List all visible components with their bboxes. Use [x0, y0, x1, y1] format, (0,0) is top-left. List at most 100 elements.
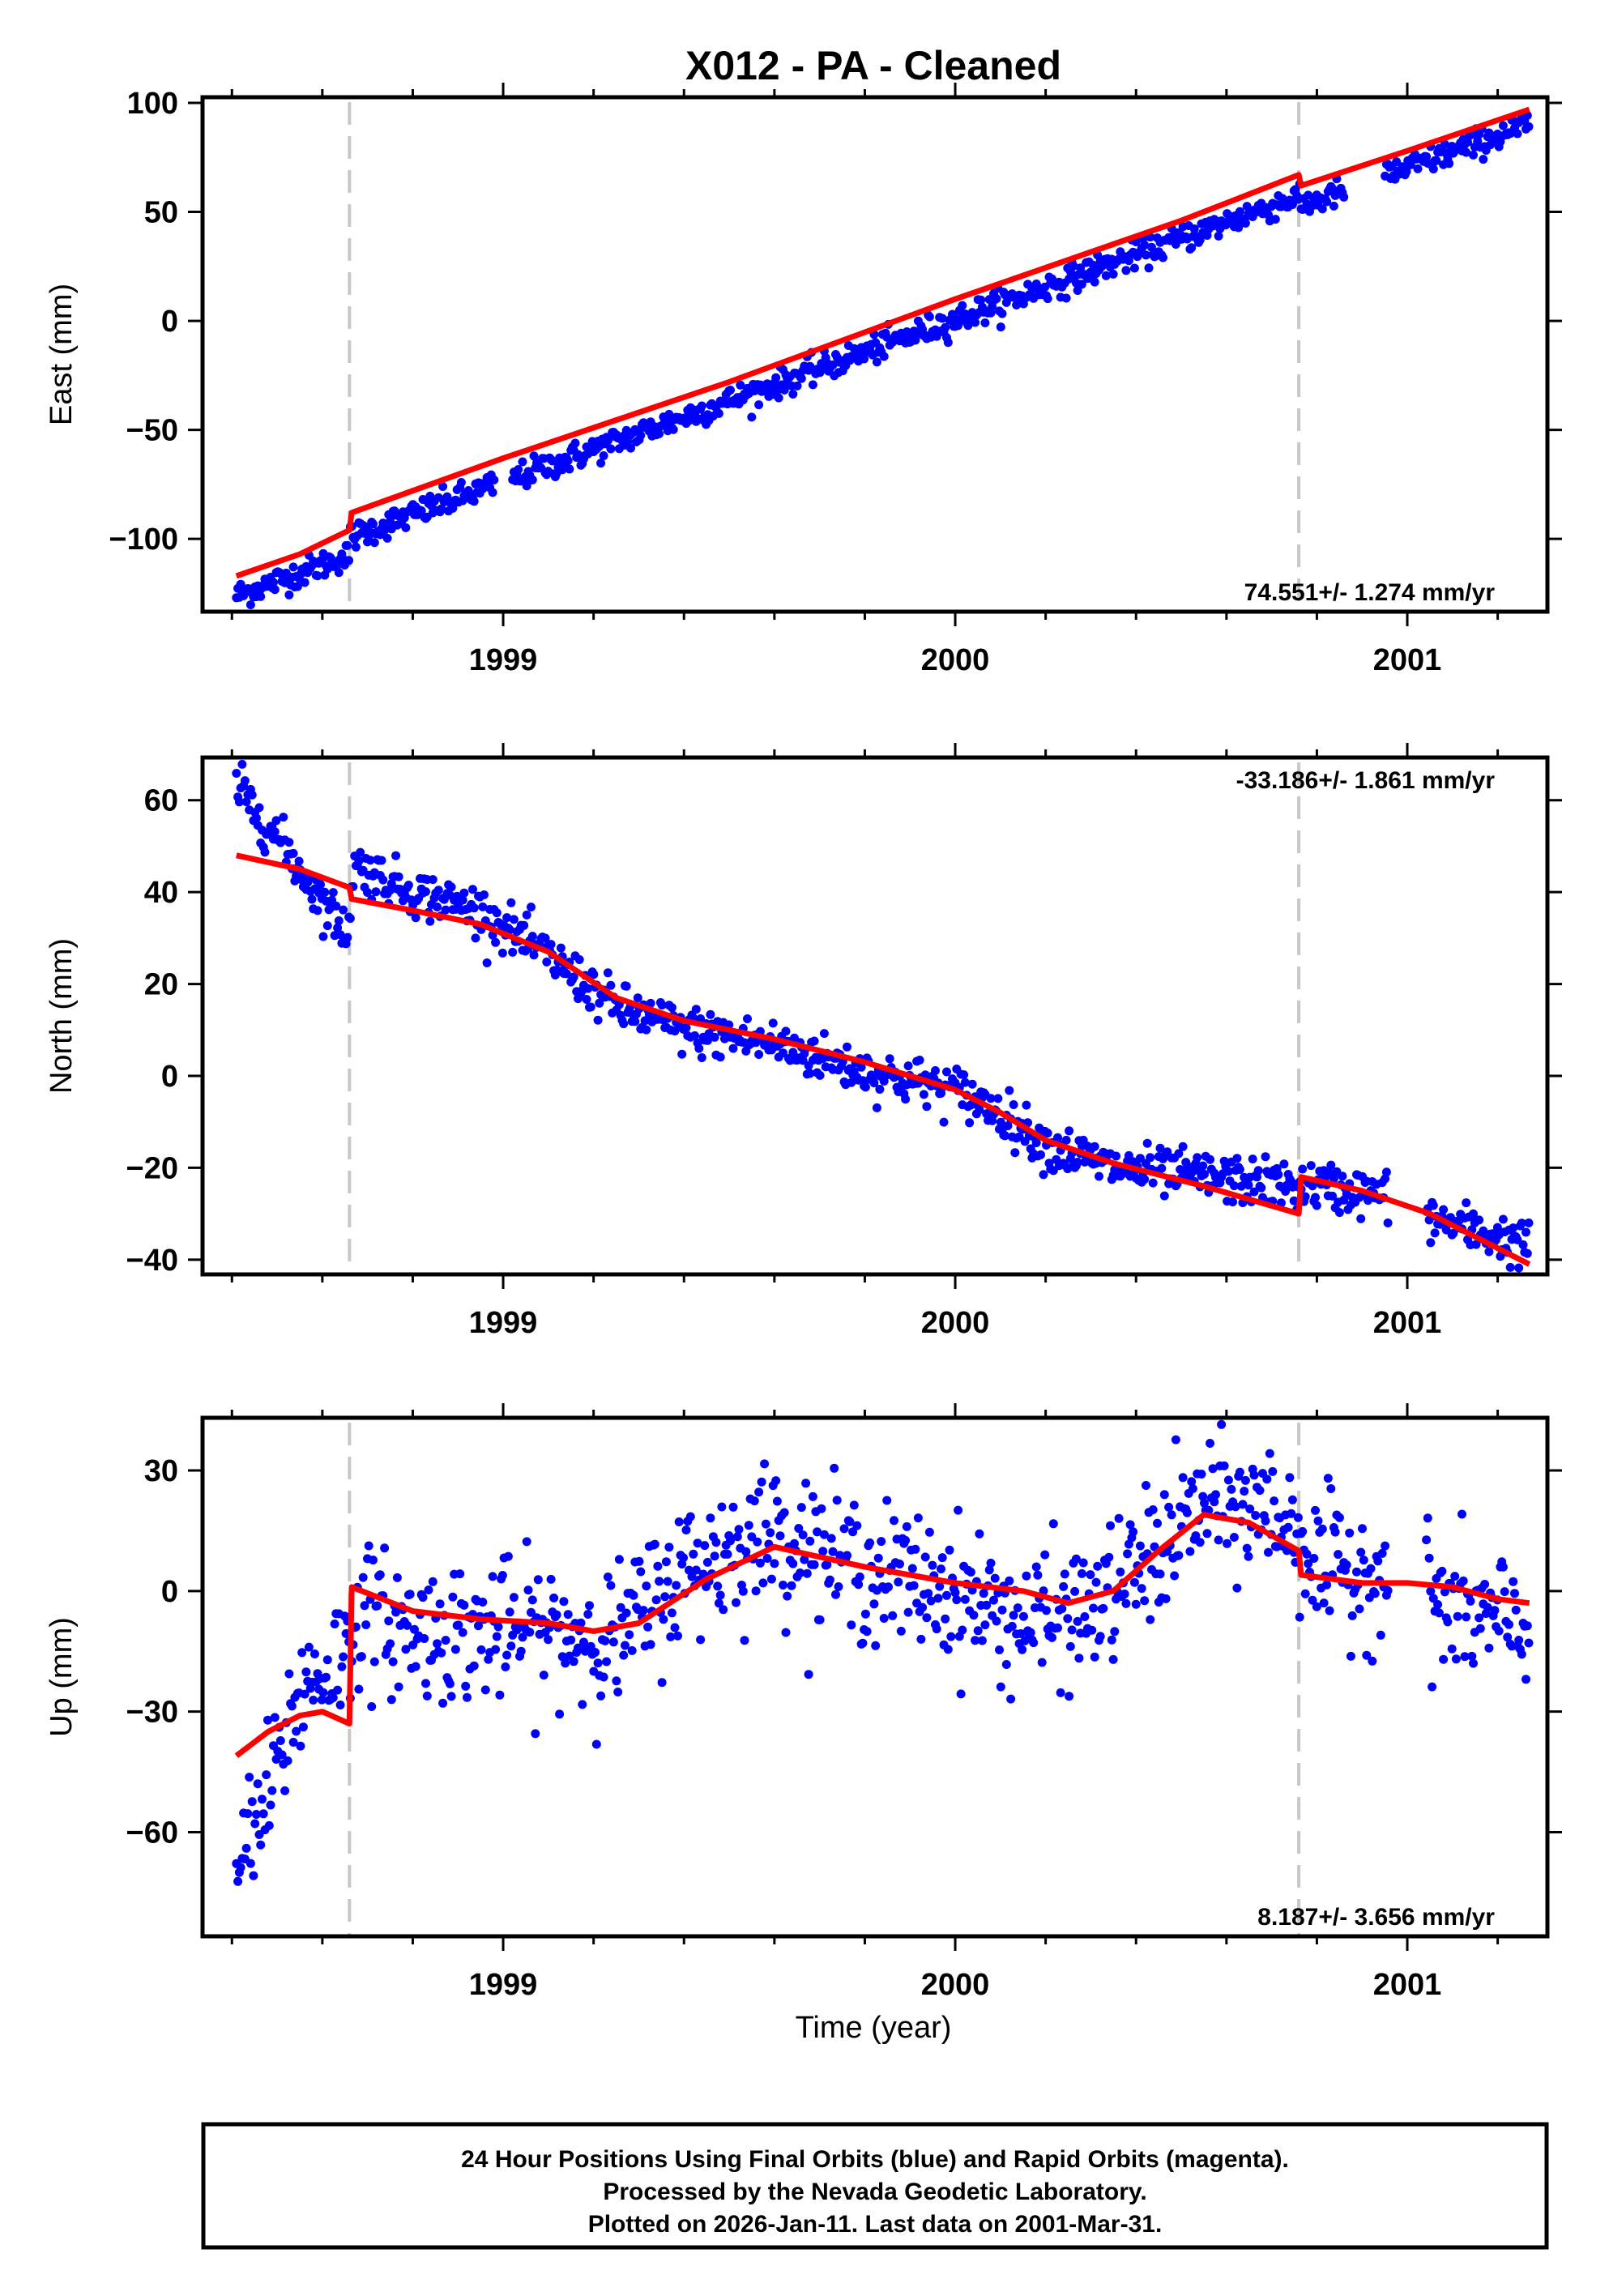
data-point [1187, 1477, 1197, 1487]
data-point [1439, 1654, 1449, 1664]
data-point [1287, 1509, 1296, 1518]
data-point [1498, 1562, 1508, 1572]
data-point [672, 1581, 681, 1590]
model-line-east [235, 106, 1530, 579]
data-point [516, 1646, 526, 1656]
data-point [492, 908, 501, 918]
data-point [354, 856, 364, 866]
data-point [367, 1702, 377, 1711]
data-point [1211, 1490, 1220, 1500]
data-point [710, 1551, 719, 1561]
data-point [1091, 1577, 1101, 1587]
data-point [1061, 293, 1071, 303]
data-point [288, 848, 298, 858]
data-point [937, 314, 947, 323]
data-point [984, 1565, 994, 1575]
data-point [1460, 1652, 1470, 1662]
data-point [1135, 1154, 1145, 1163]
data-point [1157, 1163, 1167, 1173]
data-point [1101, 271, 1111, 280]
data-point [860, 1082, 870, 1092]
data-point [723, 1549, 732, 1559]
x-tick-label: 2001 [1373, 643, 1442, 677]
data-point [1197, 1470, 1206, 1479]
data-point [690, 1031, 699, 1040]
data-point [1287, 200, 1297, 209]
data-point [450, 1645, 460, 1654]
data-point [1517, 1649, 1526, 1659]
data-point [809, 1560, 819, 1569]
data-point [1524, 122, 1534, 131]
data-point [288, 1738, 298, 1747]
data-point [942, 1590, 951, 1600]
plot-frame-north [200, 755, 1550, 1277]
data-point [941, 322, 950, 332]
data-point [1131, 1599, 1141, 1609]
data-point [922, 1613, 932, 1623]
data-point [394, 872, 403, 881]
data-point [1358, 1524, 1367, 1534]
data-point [751, 1586, 761, 1596]
data-point [819, 1029, 829, 1039]
data-point [933, 1594, 943, 1603]
data-point [495, 1690, 505, 1700]
data-point [1311, 1193, 1320, 1202]
data-point [1422, 1535, 1432, 1545]
data-point [284, 1669, 294, 1679]
data-point [996, 1682, 1005, 1692]
data-point [794, 1524, 804, 1533]
footer-box: 24 Hour Positions Using Final Orbits (bl… [201, 2122, 1549, 2250]
data-point [726, 386, 735, 395]
data-point [879, 1614, 889, 1623]
data-point [657, 1678, 667, 1688]
data-point [1195, 1538, 1205, 1547]
data-point [766, 1574, 776, 1584]
data-point [247, 790, 257, 800]
data-point [802, 1568, 812, 1578]
data-point [1059, 1581, 1069, 1591]
data-point [1381, 1541, 1390, 1551]
data-point [1029, 1638, 1039, 1648]
data-point [967, 1079, 977, 1089]
data-point [670, 1026, 680, 1036]
data-point [1270, 215, 1280, 224]
data-point [284, 590, 294, 600]
data-point [583, 984, 593, 993]
data-point [1484, 1643, 1494, 1653]
data-point [1093, 1561, 1103, 1571]
data-point [1140, 1175, 1150, 1184]
data-point [937, 1553, 947, 1563]
data-point [646, 998, 655, 1008]
data-point [1293, 1513, 1303, 1522]
data-point [331, 901, 341, 911]
data-point [1214, 231, 1223, 241]
data-point [591, 1739, 601, 1749]
data-point [1433, 1600, 1443, 1609]
data-point [391, 1607, 401, 1617]
data-point [768, 1018, 778, 1028]
data-point [480, 890, 489, 899]
data-point [1178, 1473, 1188, 1483]
data-point [822, 1560, 832, 1569]
data-point [697, 1053, 706, 1062]
data-point [469, 903, 479, 913]
data-point [960, 1078, 970, 1087]
data-point [339, 905, 348, 915]
y-tick-label: 60 [144, 784, 178, 818]
data-point [988, 301, 997, 311]
data-point [322, 1672, 331, 1682]
data-point [1346, 1651, 1355, 1661]
data-point [310, 1649, 319, 1658]
data-point [997, 1605, 1007, 1615]
data-point [1510, 1589, 1519, 1598]
data-point [711, 1538, 721, 1547]
data-point [872, 357, 881, 367]
data-point [744, 1521, 753, 1530]
data-point [931, 1066, 940, 1075]
data-point [343, 932, 352, 942]
data-point [877, 1537, 886, 1547]
data-point [1498, 1214, 1508, 1224]
data-point [428, 875, 437, 885]
data-point [1200, 1169, 1209, 1179]
data-point [388, 1657, 398, 1667]
